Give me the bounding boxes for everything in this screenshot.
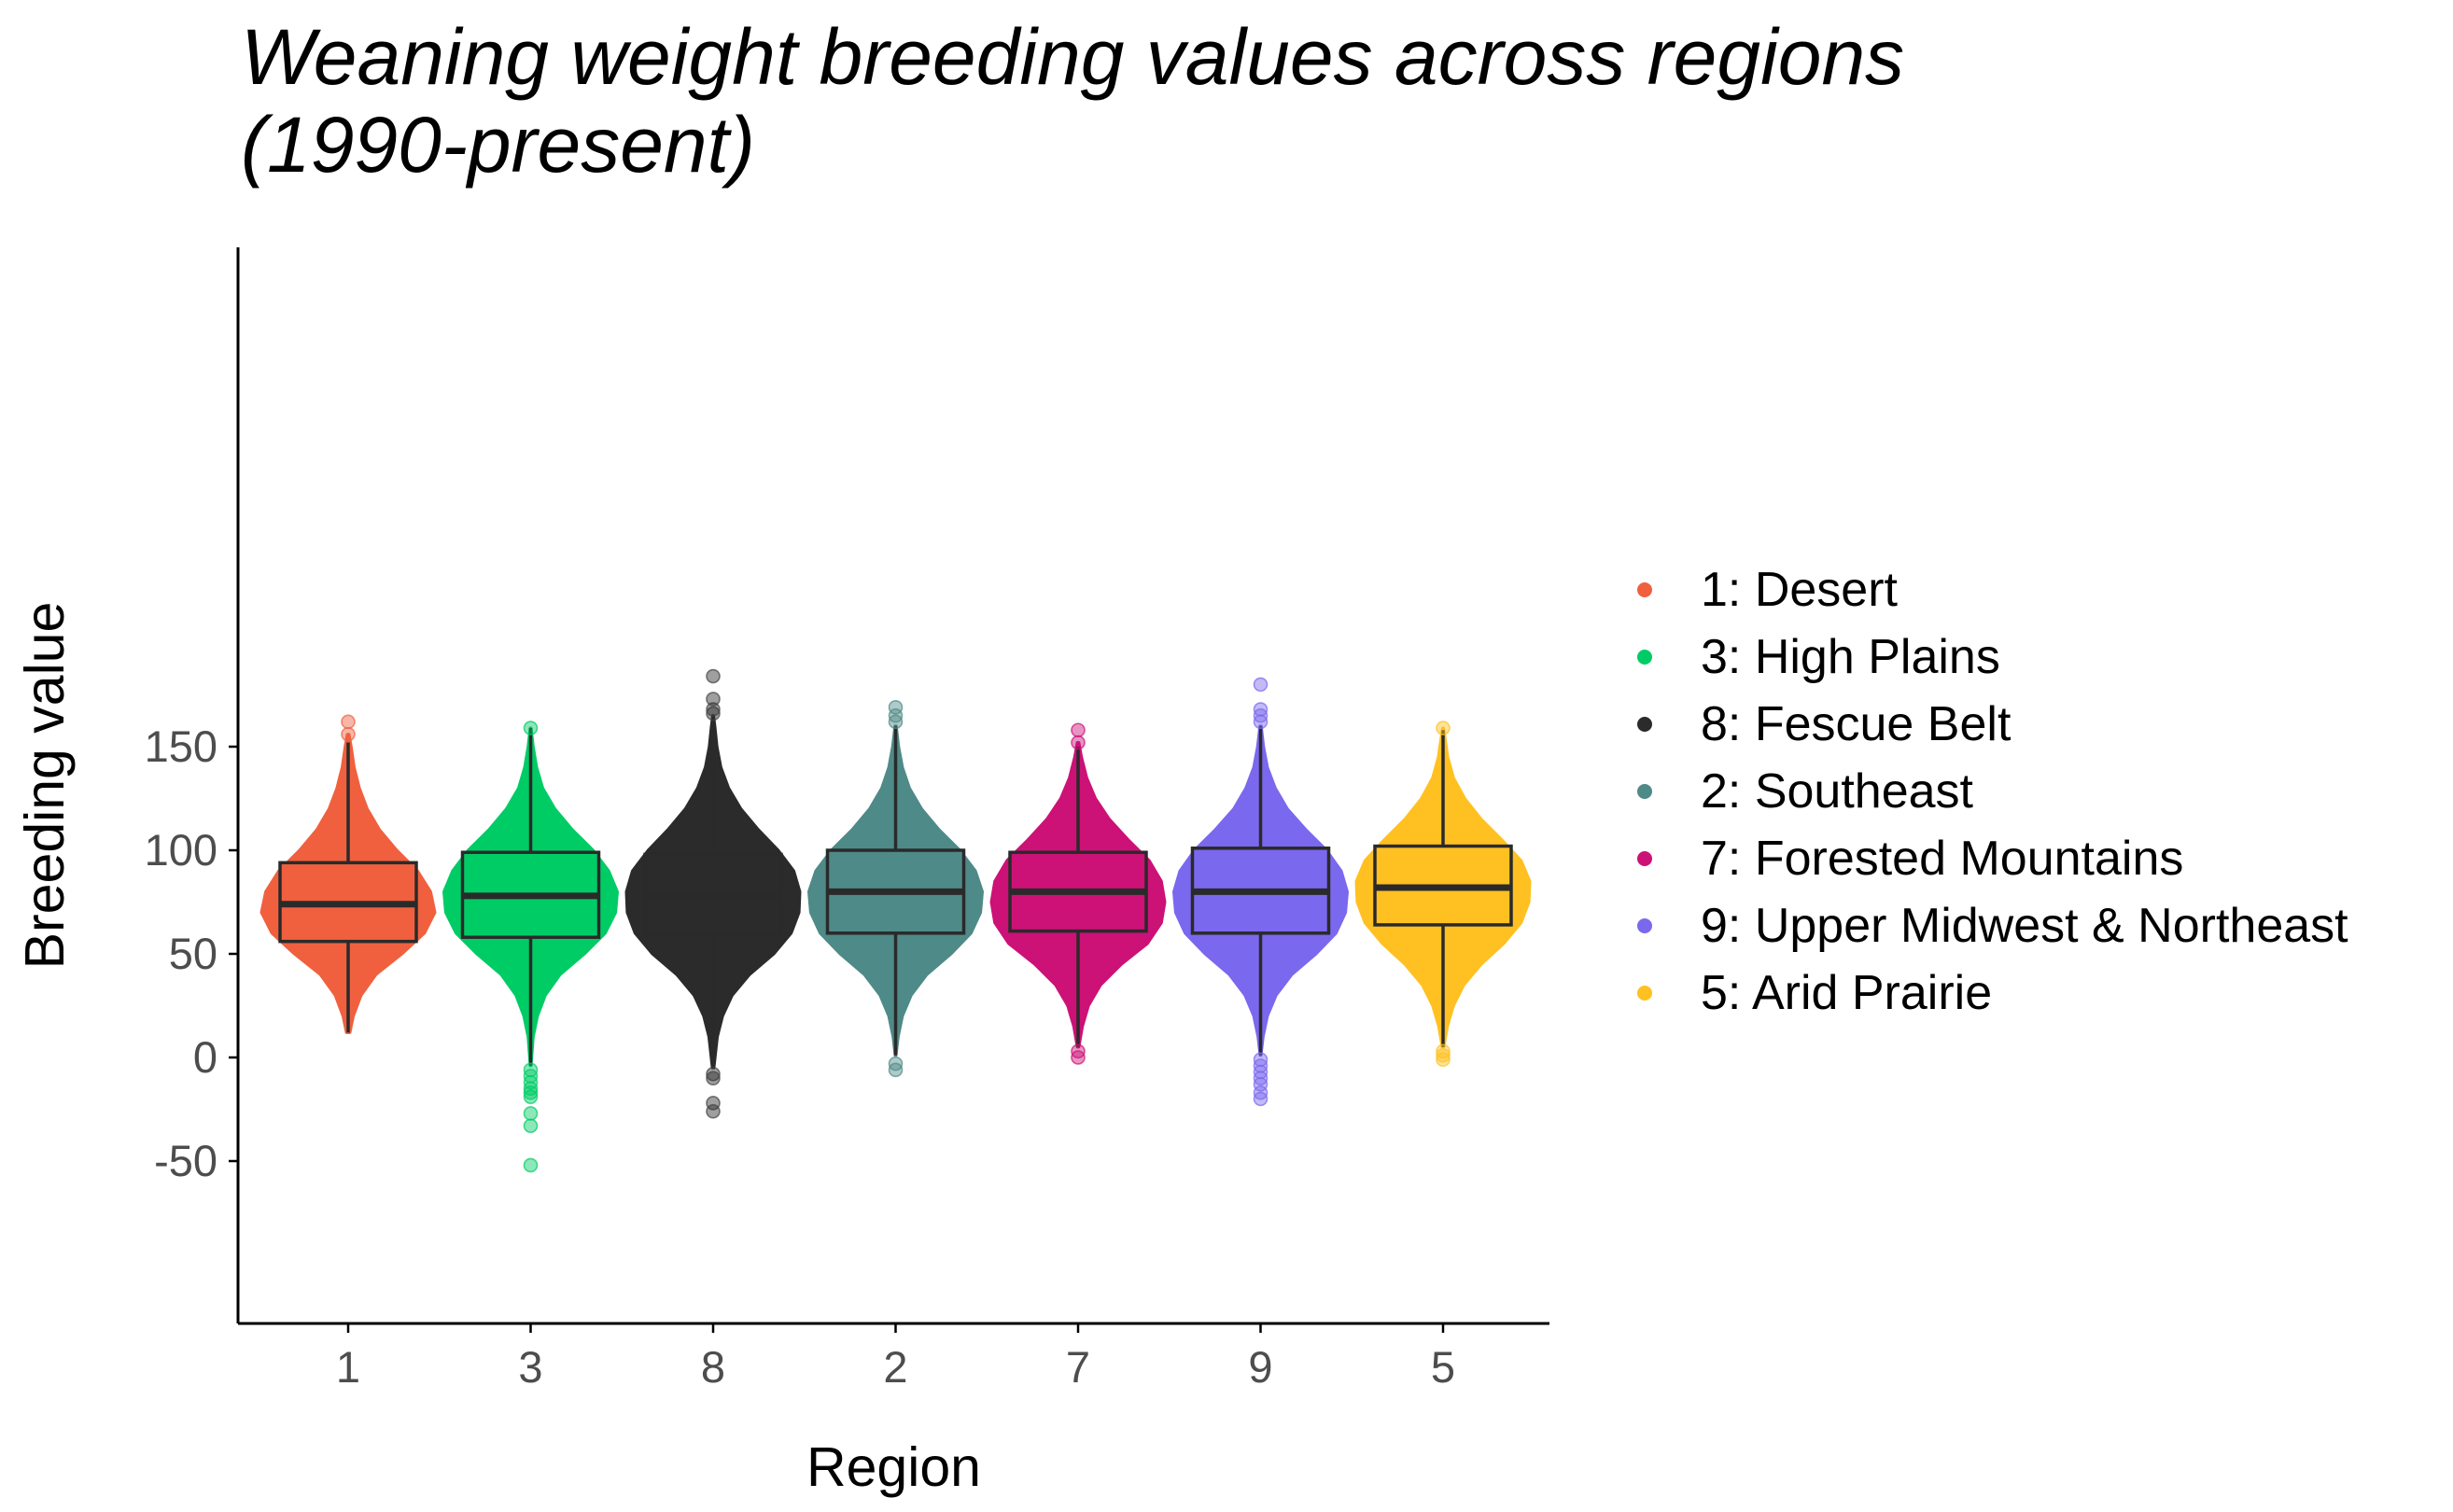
outlier-point-region-3: [523, 1157, 539, 1173]
outlier-point-region-8: [706, 668, 721, 684]
x-tick-label: 2: [883, 1342, 907, 1392]
legend: 1: Desert 3: High Plains 8: Fescue Belt 2: …: [1637, 563, 2348, 1020]
x-tick-label: 8: [701, 1342, 725, 1392]
outlier-point-region-7: [1071, 1043, 1086, 1059]
outlier-point-region-8: [706, 706, 721, 721]
outlier-point-region-7: [1071, 735, 1086, 750]
legend-key-region-8: [1637, 717, 1652, 732]
boxplot-layer: [278, 721, 1513, 1069]
x-tick-label: 3: [518, 1342, 542, 1392]
x-tick-label: 1: [336, 1342, 360, 1392]
legend-label-region-3: 3: High Plains: [1701, 630, 2000, 684]
y-tick-label: 150: [145, 721, 217, 771]
outlier-point-region-8: [706, 692, 721, 707]
outlier-point-region-9: [1253, 677, 1269, 693]
legend-key-region-3: [1637, 650, 1652, 665]
legend-label-region-9: 9: Upper Midwest & Northeast: [1701, 899, 2348, 953]
outlier-point-region-5: [1436, 1043, 1451, 1059]
outlier-point-region-3: [523, 1089, 539, 1104]
y-tick-label: 50: [169, 929, 217, 978]
legend-key-region-7: [1637, 851, 1652, 866]
legend-label-region-7: 7: Forested Mountains: [1701, 832, 2183, 886]
legend-label-region-5: 5: Arid Prairie: [1701, 966, 1992, 1020]
y-tick-label: 100: [145, 825, 217, 875]
axes: 1 3 8 2 7 9 5 -50 0 50 100 150 Region Breeding value: [14, 247, 1549, 1498]
outlier-point-region-3: [523, 721, 539, 735]
outlier-point-region-3: [523, 1118, 539, 1134]
y-axis-title: Breeding value: [14, 602, 76, 970]
legend-label-region-2: 2: Southeast: [1701, 764, 1974, 819]
chart-title-line-2: (1990-present): [241, 101, 755, 189]
outlier-point-region-2: [888, 1062, 904, 1078]
chart-title-line-1: Weaning weight breeding values across re…: [241, 13, 1905, 101]
outlier-point-region-8: [706, 1071, 721, 1085]
legend-key-region-9: [1637, 918, 1652, 933]
y-tick-label: 0: [193, 1032, 217, 1082]
legend-key-region-2: [1637, 784, 1652, 799]
outlier-point-region-8: [706, 702, 721, 717]
y-tick-label: -50: [154, 1136, 217, 1185]
outlier-point-region-1: [341, 726, 356, 742]
outlier-point-region-9: [1253, 1091, 1269, 1107]
legend-label-region-1: 1: Desert: [1701, 563, 1899, 617]
outlier-point-region-5: [1436, 1047, 1451, 1063]
legend-key-region-1: [1637, 582, 1652, 597]
outlier-point-region-1: [341, 714, 356, 730]
x-tick-label: 9: [1248, 1342, 1272, 1392]
outlier-point-region-9: [1253, 702, 1269, 717]
legend-key-region-5: [1637, 986, 1652, 1001]
chart-title: Weaning weight breeding values across re…: [241, 13, 1904, 189]
outlier-point-region-7: [1071, 722, 1086, 738]
outlier-point-region-2: [888, 700, 904, 715]
legend-label-region-8: 8: Fescue Belt: [1701, 697, 2011, 751]
x-tick-label: 5: [1431, 1342, 1455, 1392]
outlier-point-region-3: [523, 1085, 539, 1100]
outlier-layer: [341, 668, 1451, 1173]
outlier-point-region-8: [706, 1103, 721, 1119]
x-axis-title: Region: [806, 1436, 981, 1498]
outlier-point-region-3: [523, 1106, 539, 1121]
x-tick-label: 7: [1066, 1342, 1090, 1392]
outlier-point-region-5: [1436, 721, 1451, 735]
outlier-point-region-8: [706, 1066, 721, 1082]
